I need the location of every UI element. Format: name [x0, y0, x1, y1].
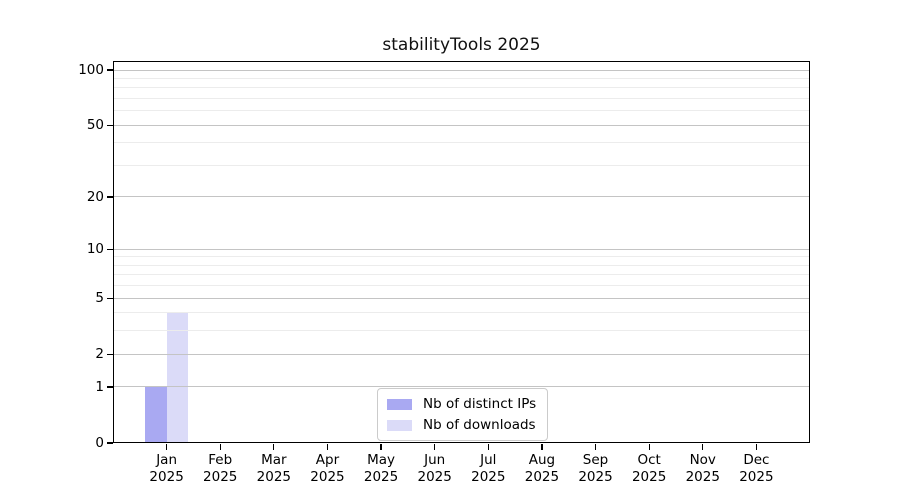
x-tick-year-sep: 2025	[578, 469, 613, 485]
x-tick-month-aug: Aug	[528, 452, 556, 468]
y-gridline-minor-9	[113, 256, 810, 258]
y-gridline-minor-6	[113, 285, 810, 287]
x-tick-label-jul: Jul 2025	[457, 452, 519, 486]
y-tick-label-20: 20	[86, 188, 104, 205]
legend-item-distinct-ips: Nb of distinct IPs	[387, 396, 536, 412]
y-gridline-major-10	[113, 248, 810, 250]
y-gridline-minor-70	[113, 97, 810, 99]
y-gridline-major-1	[113, 386, 810, 388]
y-gridline-minor-7	[113, 274, 810, 276]
x-tick-year-feb: 2025	[203, 469, 238, 485]
x-tick-may	[380, 444, 382, 450]
x-tick-month-mar: Mar	[261, 452, 287, 468]
bar-nb-of-downloads-jan	[166, 312, 189, 443]
x-tick-jan	[166, 444, 168, 450]
x-tick-month-jul: Jul	[480, 452, 497, 468]
downloads-swatch	[387, 419, 412, 431]
x-tick-month-oct: Oct	[637, 452, 661, 468]
x-tick-nov	[702, 444, 704, 450]
x-tick-apr	[326, 444, 329, 450]
x-tick-year-dec: 2025	[739, 469, 774, 485]
y-tick-1	[107, 386, 113, 388]
y-tick-label-10: 10	[86, 241, 104, 258]
x-tick-sep	[594, 444, 597, 450]
x-tick-feb	[219, 444, 221, 450]
y-tick-10	[107, 248, 113, 250]
y-gridline-minor-80	[113, 87, 810, 89]
x-tick-month-feb: Feb	[208, 452, 233, 468]
legend: Nb of distinct IPs Nb of downloads	[377, 388, 549, 441]
y-tick-label-100: 100	[78, 62, 104, 78]
x-tick-year-jul: 2025	[471, 469, 506, 485]
y-tick-0	[107, 442, 113, 444]
distinct-ips-swatch	[387, 398, 412, 410]
bar-nb-of-distinct-ips-jan	[145, 386, 167, 443]
x-tick-month-may: May	[367, 452, 396, 468]
x-tick-year-aug: 2025	[524, 469, 560, 485]
x-tick-year-may: 2025	[363, 469, 399, 485]
x-tick-month-jun: Jun	[424, 452, 446, 468]
y-gridline-major-20	[113, 196, 810, 198]
y-tick-label-5: 5	[95, 290, 104, 307]
x-tick-mar	[273, 444, 275, 450]
y-gridline-minor-60	[113, 110, 810, 112]
x-tick-label-jan: Jan 2025	[136, 452, 198, 486]
y-gridline-major-2	[113, 353, 810, 355]
x-tick-oct	[648, 444, 650, 450]
x-tick-aug	[541, 444, 543, 450]
x-tick-label-mar: Mar 2025	[243, 452, 305, 486]
y-tick-100	[107, 69, 113, 71]
x-tick-month-apr: Apr	[315, 452, 340, 468]
x-tick-year-oct: 2025	[631, 469, 667, 485]
x-tick-year-nov: 2025	[685, 469, 720, 485]
y-tick-label-0: 0	[95, 435, 104, 451]
x-tick-year-apr: 2025	[310, 469, 345, 485]
x-tick-label-oct: Oct 2025	[618, 452, 680, 486]
y-tick-label-1: 1	[95, 378, 104, 395]
y-gridline-minor-30	[113, 164, 810, 166]
x-tick-year-jun: 2025	[417, 469, 452, 485]
y-tick-label-50: 50	[86, 117, 104, 134]
y-gridline-minor-3	[113, 330, 810, 332]
x-tick-year-jan: 2025	[149, 469, 184, 485]
x-tick-year-mar: 2025	[256, 469, 292, 485]
legend-label-downloads: Nb of downloads	[423, 417, 536, 433]
x-tick-label-apr: Apr 2025	[296, 452, 358, 486]
y-gridline-minor-40	[113, 142, 810, 144]
x-tick-label-dec: Dec 2025	[725, 452, 787, 486]
x-tick-jun	[434, 444, 436, 450]
x-tick-label-may: May 2025	[350, 452, 412, 486]
y-tick-20	[107, 196, 113, 198]
legend-label-distinct-ips: Nb of distinct IPs	[423, 396, 537, 412]
y-tick-label-2: 2	[95, 346, 104, 363]
y-tick-5	[107, 297, 113, 299]
y-gridline-major-5	[113, 297, 810, 299]
x-tick-label-feb: Feb 2025	[189, 452, 251, 486]
x-tick-month-sep: Sep	[582, 452, 609, 468]
y-gridline-minor-90	[113, 77, 810, 79]
x-tick-label-sep: Sep 2025	[565, 452, 627, 486]
x-tick-label-nov: Nov 2025	[672, 452, 734, 486]
y-gridline-major-50	[113, 124, 810, 126]
y-tick-2	[107, 353, 113, 355]
chart-title: stabilityTools 2025	[382, 35, 541, 55]
x-tick-jul	[487, 444, 489, 450]
legend-item-downloads: Nb of downloads	[387, 417, 536, 433]
x-tick-label-aug: Aug 2025	[511, 452, 573, 486]
x-tick-dec	[755, 444, 757, 450]
x-tick-month-nov: Nov	[689, 452, 716, 468]
x-tick-label-jun: Jun 2025	[404, 452, 466, 486]
y-gridline-minor-8	[113, 264, 810, 266]
y-tick-50	[107, 124, 113, 126]
y-gridline-major-100	[113, 69, 810, 71]
x-tick-month-dec: Dec	[743, 452, 770, 468]
x-tick-month-jan: Jan	[156, 452, 178, 468]
y-gridline-minor-4	[113, 312, 810, 314]
